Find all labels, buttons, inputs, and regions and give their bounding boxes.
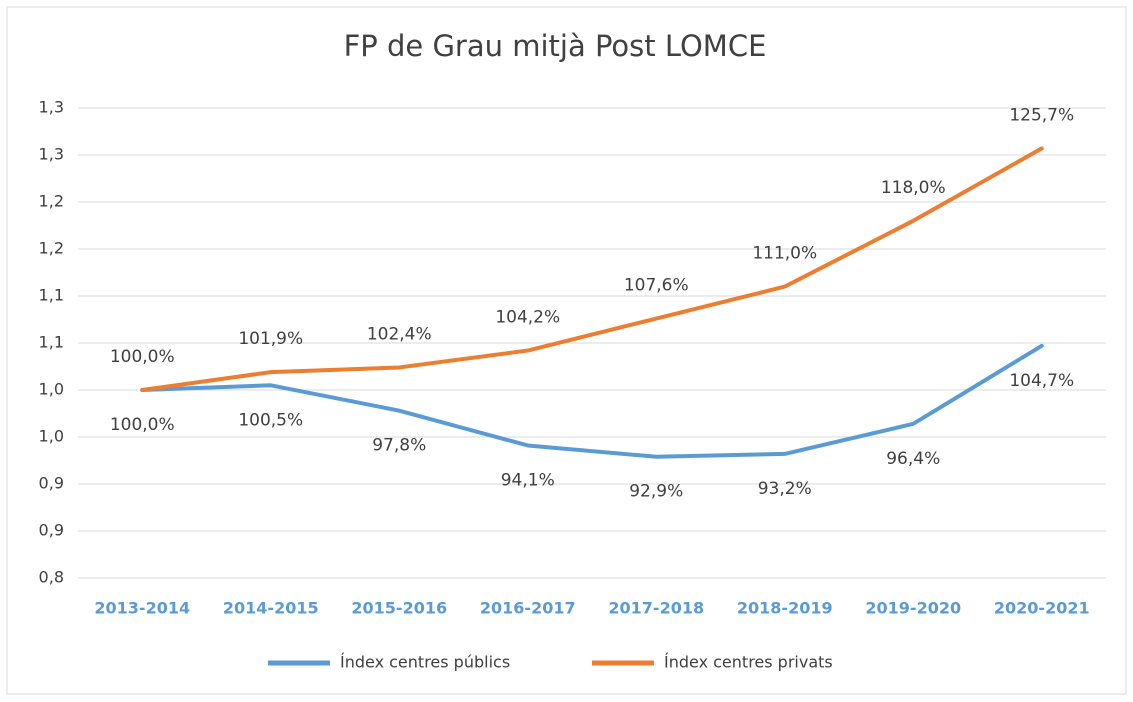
data-label: 93,2% [758,479,812,499]
chart-title: FP de Grau mitjà Post LOMCE [344,29,767,63]
y-tick-label: 0,8 [39,568,64,587]
data-label: 101,9% [238,329,303,349]
data-label: 100,0% [110,415,175,435]
x-tick-label: 2016-2017 [480,599,576,618]
legend-label: Índex centres públics [340,653,510,672]
series-line [140,146,1044,392]
y-tick-label: 1,2 [39,192,64,211]
y-tick-label: 0,9 [39,521,64,540]
data-label: 125,7% [1009,105,1074,125]
data-label: 100,0% [110,347,175,367]
y-tick-label: 1,1 [39,333,64,352]
x-tick-label: 2019-2020 [865,599,961,618]
y-tick-label: 1,2 [39,239,64,258]
y-tick-label: 1,0 [39,427,64,446]
data-label: 107,6% [624,276,689,296]
series-line [140,343,1044,459]
data-label: 92,9% [629,482,683,502]
data-label: 111,0% [752,244,817,264]
x-tick-label: 2020-2021 [994,599,1090,618]
legend-label: Índex centres privats [664,653,833,672]
data-label: 118,0% [881,178,946,198]
chart-border [6,6,1127,695]
x-tick-label: 2014-2015 [223,599,319,618]
data-label: 97,8% [372,436,426,456]
data-label: 100,5% [238,410,303,430]
x-tick-label: 2018-2019 [737,599,833,618]
y-tick-label: 1,1 [39,286,64,305]
data-label: 96,4% [886,449,940,469]
data-label: 102,4% [367,324,432,344]
x-tick-label: 2017-2018 [608,599,704,618]
data-label: 104,7% [1009,371,1074,391]
data-label: 104,2% [495,308,560,328]
y-tick-label: 1,0 [39,380,64,399]
y-tick-label: 1,3 [39,145,64,164]
y-tick-label: 1,3 [39,98,64,117]
y-tick-label: 0,9 [39,474,64,493]
x-tick-label: 2013-2014 [94,599,190,618]
data-label: 94,1% [501,470,555,490]
x-tick-label: 2015-2016 [351,599,447,618]
